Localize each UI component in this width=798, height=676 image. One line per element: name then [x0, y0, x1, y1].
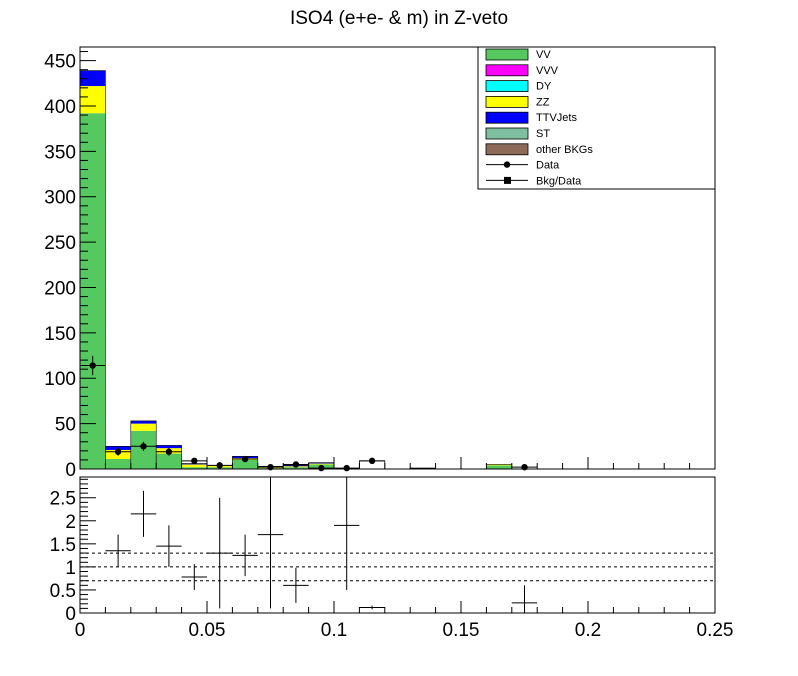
y-tick-label: 150 [44, 324, 76, 345]
top-frame [79, 46, 716, 470]
bar-ttvjets [156, 445, 182, 449]
x-tick-label: 0.1 [321, 620, 347, 641]
data-point [114, 448, 122, 455]
y-tick-label: 300 [44, 188, 76, 209]
bar-vv [80, 113, 106, 470]
bar-ttvjets [130, 420, 157, 424]
legend-marker [504, 176, 511, 184]
legend-swatch [485, 48, 529, 61]
bar-zz [486, 464, 512, 466]
x-tick-label: 0.2 [575, 620, 601, 641]
bar-ttvjets [308, 462, 334, 464]
ratio-y-tick-label: 0 [65, 604, 76, 625]
data-point [191, 457, 198, 465]
legend-label: Bkg/Data [536, 175, 582, 187]
chart-title: ISO4 (e+e- & m) in Z-veto [290, 8, 508, 29]
bar-vv [486, 465, 512, 469]
legend-label: ST [536, 128, 550, 140]
legend-label: DY [536, 81, 552, 93]
y-tick-label: 200 [44, 278, 76, 299]
bar-vv [283, 467, 309, 469]
bar-zz [80, 86, 106, 114]
ratio-y-tick-label: 0.5 [50, 581, 76, 602]
data-point [292, 461, 300, 468]
y-tick-label: 50 [55, 415, 76, 436]
y-tick-label: 100 [44, 369, 76, 390]
ratio-panel: 00.511.522.50 0.05 0.1 0.15 0.2 0.25 [50, 476, 734, 641]
bar-vv [156, 453, 182, 469]
x-tick-label: 0.05 [189, 620, 226, 641]
ratio-y-tick-label: 1.5 [50, 535, 76, 556]
bar-ttvjets [80, 70, 106, 87]
legend-label: VV [536, 49, 551, 61]
bar-zz [308, 463, 334, 465]
data-point [165, 448, 173, 455]
y-tick-label: 250 [44, 233, 76, 254]
legend-label: VVV [536, 65, 559, 77]
data-point [343, 464, 350, 472]
ratio-frame [79, 476, 716, 614]
bar-vv [232, 459, 258, 469]
data-point [216, 462, 223, 469]
legend-swatch [485, 127, 529, 140]
bar-vv [105, 459, 131, 469]
legend-swatch [485, 96, 529, 108]
legend-label: TTVJets [536, 112, 577, 124]
data-point [89, 362, 96, 369]
legend-marker [503, 161, 511, 168]
legend-label: other BKGs [536, 144, 593, 156]
legend-label: ZZ [536, 96, 550, 108]
y-tick-label: 450 [44, 52, 76, 73]
x-tick-label: 0.15 [443, 620, 480, 641]
legend-swatch [485, 64, 529, 77]
bar-zz [130, 423, 157, 431]
ratio-y-tick-label: 2 [65, 512, 76, 533]
ratio-y-tick-label: 1 [65, 558, 76, 579]
x-tick-label: 0.25 [697, 620, 734, 641]
x-tick-label: 0 [75, 620, 86, 641]
data-point [318, 464, 325, 472]
ratio-y-tick-label: 2.5 [50, 489, 76, 510]
y-tick-label: 0 [65, 460, 76, 481]
legend-swatch [485, 80, 529, 92]
data-point [140, 443, 147, 450]
legend-swatch [485, 143, 529, 156]
legend-swatch [485, 111, 529, 124]
legend-label: Data [536, 160, 560, 172]
data-point [368, 457, 376, 465]
y-tick-label: 350 [44, 142, 76, 163]
bar-vv [181, 467, 207, 469]
data-point [241, 455, 249, 463]
bar-zz [181, 464, 207, 468]
y-tick-label: 400 [44, 97, 76, 118]
